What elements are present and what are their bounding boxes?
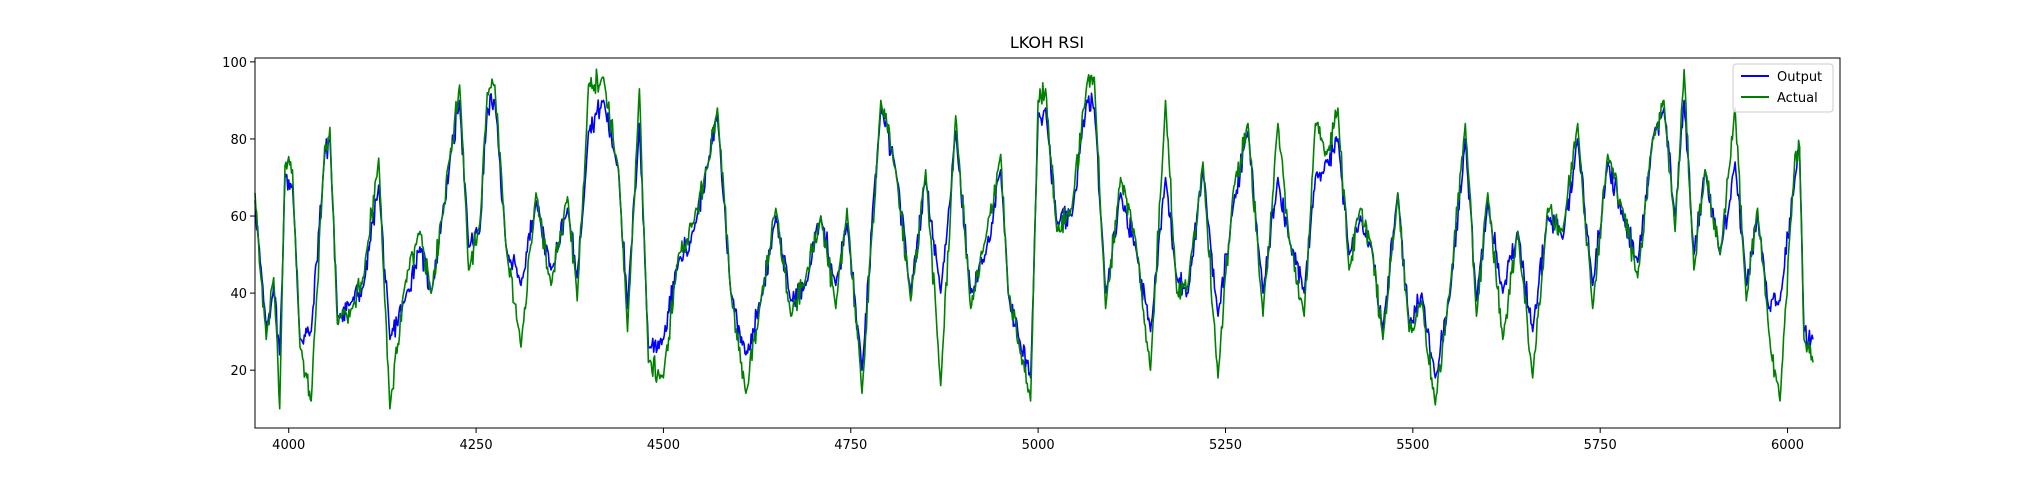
x-tick-label: 5500 — [1396, 438, 1429, 453]
x-tick-label: 4500 — [647, 438, 680, 453]
legend-label-actual: Actual — [1777, 91, 1818, 106]
y-tick-label: 100 — [222, 56, 247, 71]
x-tick-label: 4750 — [834, 438, 867, 453]
series-line-actual — [254, 68, 1814, 410]
x-tick-label: 5750 — [1584, 438, 1617, 453]
x-tick-label: 5000 — [1022, 438, 1055, 453]
x-tick-label: 4000 — [272, 438, 305, 453]
chart-title: LKOH RSI — [1010, 33, 1084, 52]
x-tick-label: 6000 — [1771, 438, 1804, 453]
x-tick-label: 4250 — [460, 438, 493, 453]
series-layer — [254, 68, 1814, 410]
y-tick-label: 20 — [230, 364, 247, 379]
x-axis: 4000 4250 4500 4750 5000 5250 5500 5750 6000 — [272, 428, 1804, 453]
x-tick-label: 5250 — [1209, 438, 1242, 453]
y-tick-label: 60 — [230, 210, 247, 225]
legend: Output Actual — [1732, 63, 1834, 113]
y-axis: 20 40 60 80 100 — [222, 56, 255, 379]
y-tick-label: 80 — [230, 133, 247, 148]
plot-frame — [254, 57, 1841, 429]
y-tick-label: 40 — [230, 287, 247, 302]
legend-label-output: Output — [1777, 70, 1822, 85]
